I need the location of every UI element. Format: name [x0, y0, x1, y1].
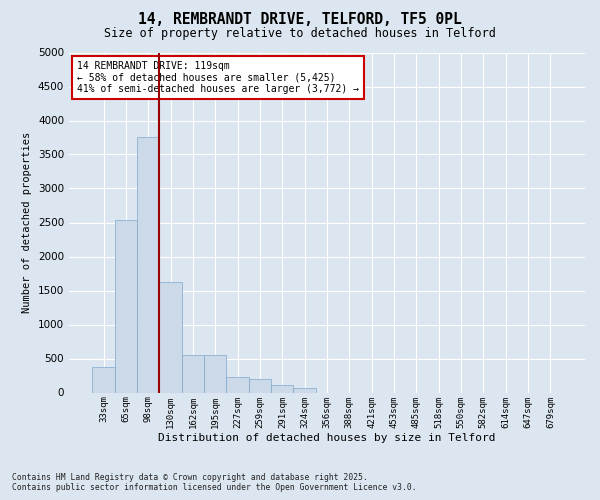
Bar [115, 220, 137, 392]
Bar [92, 366, 115, 392]
Bar [271, 385, 293, 392]
Bar [204, 355, 226, 393]
Bar [249, 379, 271, 392]
Bar [293, 388, 316, 392]
Text: 14, REMBRANDT DRIVE, TELFORD, TF5 0PL: 14, REMBRANDT DRIVE, TELFORD, TF5 0PL [138, 12, 462, 28]
Bar [160, 282, 182, 393]
Bar [137, 138, 160, 392]
Text: Contains HM Land Registry data © Crown copyright and database right 2025.
Contai: Contains HM Land Registry data © Crown c… [12, 473, 416, 492]
Text: 14 REMBRANDT DRIVE: 119sqm
← 58% of detached houses are smaller (5,425)
41% of s: 14 REMBRANDT DRIVE: 119sqm ← 58% of deta… [77, 61, 359, 94]
X-axis label: Distribution of detached houses by size in Telford: Distribution of detached houses by size … [158, 433, 496, 443]
Y-axis label: Number of detached properties: Number of detached properties [22, 132, 32, 313]
Text: Size of property relative to detached houses in Telford: Size of property relative to detached ho… [104, 28, 496, 40]
Bar [182, 355, 204, 393]
Bar [226, 377, 249, 392]
